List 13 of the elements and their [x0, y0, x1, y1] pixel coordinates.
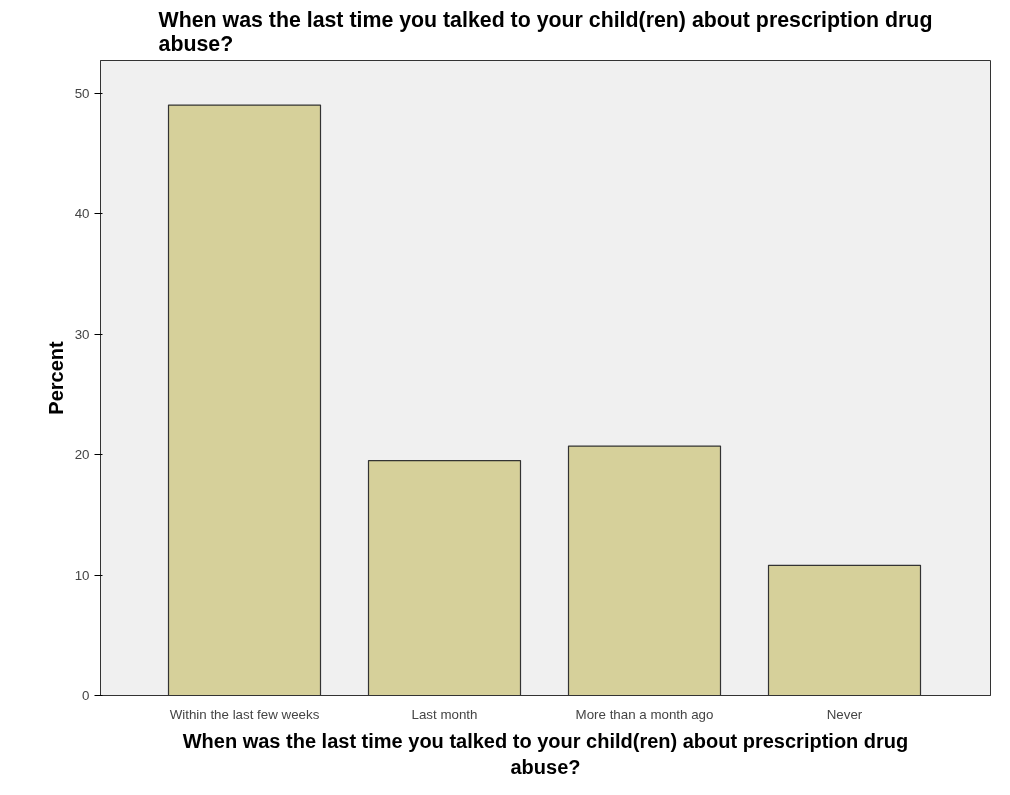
- y-tick-label: 0: [82, 688, 90, 703]
- x-tick-label: Within the last few weeks: [169, 706, 320, 722]
- y-tick-label: 40: [74, 206, 90, 222]
- y-axis-title: Percent: [44, 340, 67, 415]
- y-tick-label: 10: [74, 567, 90, 583]
- chart-title: When was the last time you talked to your child(ren) about prescription drug abuse?: [158, 7, 933, 56]
- x-tick-label: Last month: [411, 706, 478, 722]
- y-tick-label: 50: [74, 85, 90, 101]
- x-tick-label: More than a month ago: [575, 706, 714, 722]
- x-axis-title: When was the last time you talked to your child(ren) about prescription drug abuse?: [182, 729, 909, 778]
- y-tick-label: 30: [74, 326, 90, 342]
- x-tick-label: Never: [826, 706, 863, 722]
- y-tick-label: 20: [74, 447, 90, 463]
